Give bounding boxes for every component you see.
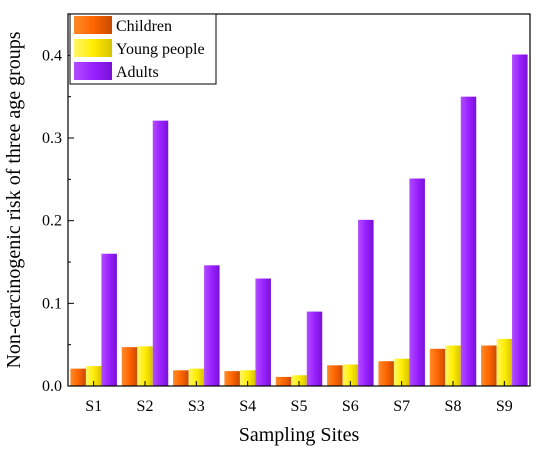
y-tick-label: 0.3	[42, 130, 62, 147]
x-tick-label: S6	[342, 398, 359, 415]
bar-young-people-s7	[393, 358, 410, 386]
legend-label-adults: Adults	[116, 64, 159, 81]
x-tick-label: S2	[137, 398, 154, 415]
bar-adults-s4	[255, 278, 271, 386]
plot-frame	[67, 13, 531, 387]
ticks-layer: S1 S2 S3 S4 S5 S6 S7 S8 S9 0.0 0.1 0.2 0.3 0.4	[42, 13, 513, 415]
x-axis-title: Sampling Sites	[239, 424, 360, 446]
bar-children-s8	[429, 348, 446, 386]
legend: Children Young people Adults	[69, 13, 217, 85]
y-axis-title: Non-carcinogenic risk of three age group…	[3, 31, 25, 368]
bar-adults-s1	[101, 253, 117, 386]
bar-children-s4	[224, 371, 240, 386]
bar-young-people-s3	[188, 368, 205, 386]
y-tick-label: 0.1	[42, 295, 62, 312]
bar-children-s9	[481, 345, 497, 386]
bar-adults-s9	[512, 54, 528, 387]
bar-children-s7	[378, 361, 394, 386]
bar-children-s3	[173, 370, 189, 386]
legend-label-young-people: Young people	[116, 41, 205, 58]
bar-young-people-s5	[291, 375, 307, 386]
x-tick-label: S1	[85, 398, 102, 415]
x-tick-label: S5	[291, 398, 308, 415]
legend-swatch-young-people	[74, 39, 112, 57]
bar-young-people-s6	[342, 364, 359, 386]
bar-children-s1	[70, 368, 86, 386]
legend-swatch-children	[74, 16, 112, 34]
legend-swatch-adults	[74, 62, 112, 80]
x-tick-label: S9	[496, 398, 513, 415]
bar-children-s6	[327, 365, 343, 386]
y-tick-label: 0.0	[42, 378, 62, 395]
x-tick-label: S7	[393, 398, 410, 415]
bar-young-people-s4	[239, 370, 256, 386]
bar-young-people-s1	[85, 366, 102, 386]
legend-label-children: Children	[116, 18, 172, 35]
bar-children-s5	[275, 376, 292, 386]
bar-young-people-s8	[445, 345, 461, 386]
bar-adults-s2	[152, 120, 169, 386]
x-tick-label: S3	[188, 398, 205, 415]
y-tick-label: 0.2	[42, 213, 62, 230]
bar-children-s2	[121, 347, 138, 386]
bars-layer	[70, 54, 528, 387]
bar-adults-s6	[358, 219, 374, 386]
bar-young-people-s2	[137, 346, 153, 386]
bar-adults-s3	[204, 265, 220, 386]
bar-adults-s5	[306, 311, 323, 386]
bar-adults-s7	[409, 178, 425, 386]
bar-young-people-s9	[496, 338, 513, 386]
y-tick-label: 0.4	[42, 47, 62, 64]
x-tick-label: S4	[239, 398, 256, 415]
bar-adults-s8	[460, 96, 477, 387]
x-tick-label: S8	[445, 398, 462, 415]
